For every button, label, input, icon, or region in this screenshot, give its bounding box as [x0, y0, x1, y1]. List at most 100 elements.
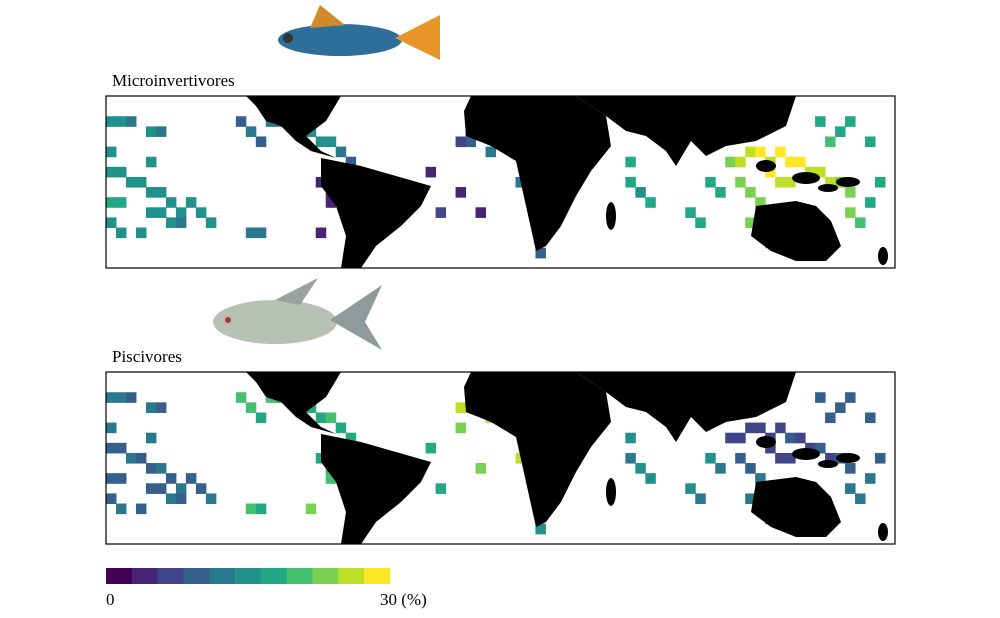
grid-cell	[745, 217, 756, 229]
grid-cell	[115, 116, 127, 127]
grid-cell	[315, 227, 327, 239]
grid-cell	[325, 473, 337, 484]
grid-cell	[425, 442, 437, 454]
grid-cell	[815, 116, 826, 127]
grid-cell	[875, 176, 886, 188]
grid-cell	[695, 493, 706, 505]
grid-cell	[635, 463, 646, 474]
grid-cell	[765, 442, 776, 454]
colorbar-max-label: 30 (%)	[380, 590, 427, 609]
grid-cell	[455, 422, 467, 434]
grid-cell	[106, 392, 117, 403]
grid-cell	[106, 166, 117, 178]
grid-cell	[145, 126, 157, 137]
grid-cell	[106, 217, 117, 229]
grid-cell	[115, 442, 127, 454]
grid-cell	[165, 493, 177, 505]
grid-cell	[155, 483, 167, 494]
grid-cell	[875, 452, 886, 464]
grid-cell	[745, 187, 756, 198]
fish-mandarin	[278, 5, 440, 60]
grid-cell	[795, 432, 806, 444]
grid-cell	[815, 392, 826, 403]
grid-cell	[305, 503, 317, 515]
grid-cell	[835, 126, 846, 137]
grid-cell	[695, 217, 706, 229]
colorbar-swatch	[157, 568, 184, 584]
grid-cell	[775, 422, 786, 434]
grid-cell	[625, 156, 636, 168]
grid-cell	[785, 156, 796, 168]
grid-cell	[175, 483, 187, 494]
colorbar: 0 30 (%)	[106, 568, 427, 609]
grid-cell	[106, 422, 117, 434]
grid-cell	[125, 452, 137, 464]
grid-cell	[135, 176, 147, 188]
fish-trevally	[213, 278, 382, 350]
grid-cell	[435, 207, 447, 218]
grid-cell	[165, 217, 177, 229]
colorbar-min-label: 0	[106, 590, 115, 609]
grid-cell	[455, 402, 467, 413]
grid-cell	[235, 392, 247, 403]
grid-cell	[315, 176, 327, 188]
grid-cell	[725, 432, 736, 444]
grid-cell	[345, 432, 357, 444]
grid-cell	[175, 207, 187, 218]
colorbar-swatch	[235, 568, 262, 584]
panel-title: Piscivores	[112, 347, 182, 366]
grid-cell	[755, 422, 766, 434]
grid-cell	[685, 207, 696, 218]
grid-cell	[735, 176, 746, 188]
grid-cell	[175, 217, 187, 229]
grid-cell	[145, 207, 157, 218]
grid-cell	[645, 197, 656, 208]
grid-cell	[315, 412, 327, 424]
grid-cell	[785, 432, 796, 444]
grid-cell	[815, 166, 826, 178]
grid-cell	[815, 442, 826, 454]
colorbar-swatch	[131, 568, 158, 584]
grid-cell	[755, 473, 766, 484]
grid-cell	[785, 452, 796, 464]
grid-cell	[155, 207, 167, 218]
grid-cell	[315, 452, 327, 464]
grid-cell	[125, 392, 137, 403]
grid-cell	[805, 166, 816, 178]
grid-cell	[455, 136, 467, 148]
grid-cell	[745, 463, 756, 474]
grid-cell	[735, 156, 746, 168]
grid-cell	[855, 493, 866, 505]
grid-cell	[106, 493, 117, 505]
grid-cell	[245, 503, 257, 515]
grid-cell	[135, 503, 147, 515]
grid-cell	[145, 463, 157, 474]
grid-cell	[255, 227, 267, 239]
grid-cell	[435, 483, 447, 494]
grid-cell	[765, 166, 776, 178]
grid-cell	[245, 227, 257, 239]
colorbar-swatch	[286, 568, 313, 584]
grid-cell	[825, 176, 836, 188]
grid-cell	[745, 493, 756, 505]
grid-cell	[125, 116, 137, 127]
grid-cell	[845, 187, 856, 198]
grid-cell	[485, 146, 497, 158]
colorbar-swatch	[106, 568, 133, 584]
grid-cell	[775, 452, 786, 464]
grid-cell	[475, 463, 487, 474]
panel-frame	[105, 95, 896, 269]
grid-cell	[205, 493, 217, 505]
grid-cell	[775, 146, 786, 158]
grid-cell	[145, 402, 157, 413]
grid-cell	[845, 463, 856, 474]
grid-cell	[195, 207, 207, 218]
grid-cell	[245, 402, 257, 413]
grid-cell	[745, 146, 756, 158]
grid-cell	[425, 166, 437, 178]
colorbar-swatch	[338, 568, 365, 584]
grid-cell	[715, 187, 726, 198]
panel-title: Microinvertivores	[112, 71, 235, 90]
grid-cell	[755, 146, 766, 158]
panel-frame	[105, 371, 896, 545]
